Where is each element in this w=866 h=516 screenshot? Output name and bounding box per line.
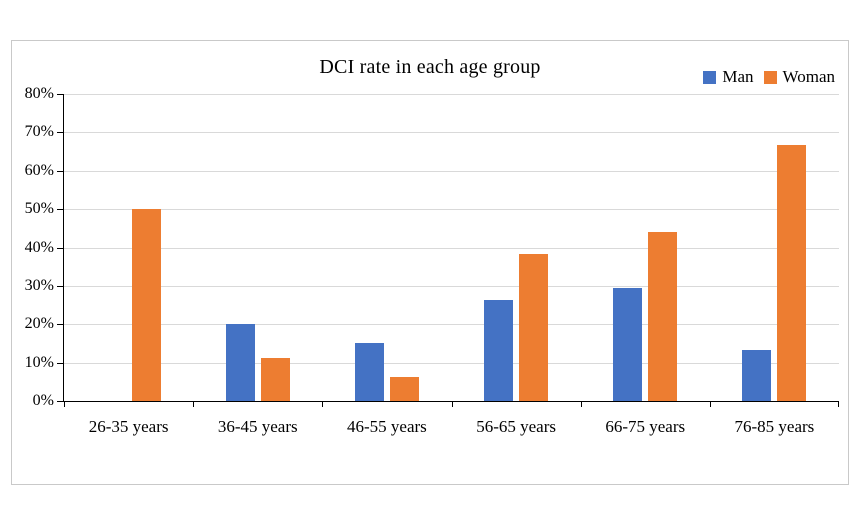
y-axis-tick	[57, 401, 64, 402]
y-tick-label: 30%	[24, 276, 54, 294]
bar-woman	[648, 231, 678, 401]
y-tick-label: 60%	[24, 161, 54, 179]
bar-man	[225, 324, 255, 401]
bar-man	[484, 300, 514, 401]
x-axis-tick	[64, 401, 65, 407]
x-axis-tick	[451, 401, 453, 407]
bar-woman	[389, 376, 419, 401]
legend-label-man: Man	[722, 67, 754, 86]
y-axis-tick	[57, 94, 64, 95]
y-gridline	[64, 132, 839, 134]
y-gridline	[64, 170, 839, 172]
bar-man	[613, 288, 643, 401]
bar-group	[322, 94, 451, 401]
x-axis-tick	[709, 401, 711, 407]
y-tick-label: 80%	[24, 85, 54, 102]
y-tick-label: 20%	[24, 315, 54, 333]
bar-man	[354, 343, 384, 401]
bar-woman	[519, 254, 549, 401]
y-axis-tick	[57, 362, 64, 364]
chart-frame: DCI rate in each age group Man Woman 0% 10…	[11, 40, 849, 485]
y-tick-label: 0%	[32, 392, 54, 409]
y-tick-label: 40%	[24, 238, 54, 256]
bar-group	[710, 94, 839, 401]
x-axis-tick	[193, 401, 195, 407]
bar-group	[64, 94, 193, 401]
bar-woman	[260, 358, 290, 401]
x-tick-label: 46-55 years	[347, 417, 427, 436]
x-tick-label: 76-85 years	[734, 417, 815, 436]
legend-swatch-man	[703, 70, 717, 84]
x-axis-tick	[580, 401, 582, 407]
bar-group	[581, 94, 710, 401]
bar-woman	[131, 209, 161, 401]
y-axis-tick	[57, 209, 64, 211]
y-axis-tick	[57, 324, 64, 326]
chart-title: DCI rate in each age group	[319, 56, 541, 78]
legend-swatch-woman	[763, 70, 777, 84]
plot-area: 0% 10% 20% 30% 40% 50% 60% 70% 80% 26-35 years 36-…	[25, 85, 839, 436]
y-tick-label: 50%	[24, 200, 54, 218]
x-tick-label: 56-65 years	[476, 417, 556, 436]
y-axis-tick	[57, 247, 64, 249]
bar-woman	[777, 145, 807, 401]
y-gridline	[64, 362, 839, 364]
bar-group	[452, 94, 581, 401]
x-tick-label: 66-75 years	[605, 417, 686, 436]
x-tick-label: 36-45 years	[217, 417, 298, 436]
y-axis-tick	[57, 170, 64, 172]
y-gridline	[64, 324, 839, 326]
bar-man	[742, 350, 772, 401]
x-axis-tick	[838, 401, 839, 407]
y-gridline	[64, 285, 839, 287]
bar-group	[193, 94, 322, 401]
legend-item-man: Man	[703, 67, 754, 87]
y-axis-tick	[57, 285, 64, 287]
y-tick-label: 70%	[24, 123, 54, 141]
x-axis-tick	[322, 401, 324, 407]
legend-item-woman: Woman	[763, 67, 835, 87]
x-tick-label: 26-35 years	[88, 417, 169, 436]
y-gridline	[64, 94, 839, 95]
y-gridline	[64, 209, 839, 211]
legend: Man Woman	[703, 67, 835, 87]
legend-label-woman: Woman	[782, 67, 835, 86]
y-tick-label: 10%	[24, 353, 54, 371]
y-axis-tick	[57, 132, 64, 134]
y-gridline	[64, 247, 839, 249]
